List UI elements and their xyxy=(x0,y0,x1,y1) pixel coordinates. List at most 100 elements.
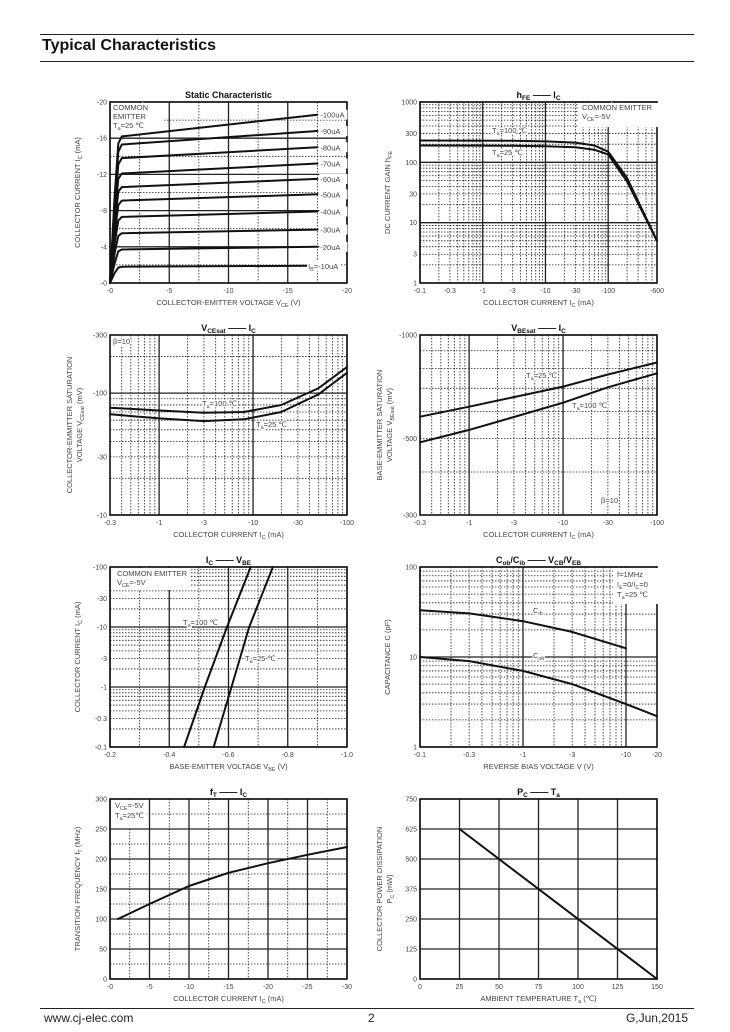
y-tick-label: 500 xyxy=(405,857,417,864)
curve-label-bg xyxy=(319,158,348,169)
y-axis-label: COLLECTOR CURRENT IC (mA) xyxy=(73,601,84,712)
x-tick-label: -0 xyxy=(107,288,113,295)
x-tick-label: -20 xyxy=(263,984,273,991)
x-tick-label: -5 xyxy=(166,288,172,295)
chart-title: IC —— VBE xyxy=(206,555,252,567)
subscript: CEsat xyxy=(80,406,86,421)
subscript: a xyxy=(120,816,123,822)
series-curve xyxy=(109,371,348,423)
text-segment: -60uA xyxy=(320,175,340,184)
x-tick-label: -1.0 xyxy=(341,752,353,759)
header-rule-top xyxy=(40,34,694,35)
legend-box xyxy=(111,568,191,590)
y-tick-label: -20 xyxy=(97,100,107,107)
series-curve xyxy=(109,245,319,284)
x-tick-label: -1 xyxy=(156,520,162,527)
subscript: CE xyxy=(120,806,128,812)
footer-revision: G,Jun,2015 xyxy=(625,1011,688,1025)
y-tick-label: -4 xyxy=(101,244,107,251)
subscript: a xyxy=(261,425,264,431)
text-segment: COLLECTOR POWER DISSIPATION xyxy=(375,827,384,952)
subscript: a xyxy=(497,153,500,159)
chart-annotation: EMITTER xyxy=(113,112,146,121)
text-segment: COLLECTOR-EMITTER VOLTAGE V xyxy=(156,298,281,307)
subscript: C xyxy=(262,535,266,541)
y-tick-label: 300 xyxy=(95,797,107,804)
curve-label: -70uA xyxy=(320,160,340,169)
y-tick-label: 200 xyxy=(95,857,107,864)
y-tick-label: 50 xyxy=(99,947,107,954)
text-segment: BASE-EMITTER VOLTAGE V xyxy=(169,762,268,771)
y-tick-label: -8 xyxy=(101,208,107,215)
y-tick-label: 1000 xyxy=(401,100,417,107)
text-segment: AMBIENT TEMPERATURE T xyxy=(480,994,578,1003)
x-tick-label: -30 xyxy=(570,288,580,295)
curve-label: IB=-10uA xyxy=(308,262,338,273)
subscript: FE xyxy=(388,151,394,158)
x-tick-label: -15 xyxy=(283,288,293,295)
chart-annotation: β=10 xyxy=(601,496,618,505)
chart-title: PC —— Ta xyxy=(517,787,560,799)
text-segment: T xyxy=(526,371,531,380)
y-axis-label: BASE-EMMITTER SATURATION xyxy=(375,370,384,481)
text-segment: =25 ℃ xyxy=(534,371,558,380)
subscript: BE xyxy=(268,767,276,773)
series-curve xyxy=(183,566,252,748)
plot-frame xyxy=(419,798,658,980)
subscript: a xyxy=(577,406,580,412)
chart-title: hFE —— IC xyxy=(517,90,561,102)
y-tick-label: 250 xyxy=(405,917,417,924)
x-tick-label: -1 xyxy=(466,520,472,527)
x-tick-label: -100 xyxy=(601,288,615,295)
y-tick-label: 0 xyxy=(103,977,107,984)
text-segment: COMMON EMITTER xyxy=(582,103,653,112)
grid xyxy=(419,334,658,516)
y-tick-label: 375 xyxy=(405,887,417,894)
text-segment: —— I xyxy=(217,787,243,797)
x-tick-label: -1 xyxy=(520,752,526,759)
y-tick-label: -1000 xyxy=(399,333,417,340)
chart-5: -0.2 -0.4 -0.6 -0.8 -1.0 -0.1 -0.3 -1 -3 -10 -30 -1… xyxy=(73,555,353,773)
text-segment: =25 ℃ xyxy=(121,121,145,130)
legend-box xyxy=(111,103,163,135)
footer-website[interactable]: www.cj-elec.com xyxy=(44,1011,134,1025)
y-axis-label: TRANSITION FREQUENCY fT (MHz) xyxy=(73,826,84,951)
text-segment: (mA) xyxy=(266,994,285,1003)
text-segment: T xyxy=(617,590,622,599)
chart-annotation: Ta=100 ℃ xyxy=(492,126,528,137)
text-segment: V xyxy=(115,801,120,810)
text-segment: V xyxy=(117,578,122,587)
x-tick-label: -5 xyxy=(146,984,152,991)
text-segment: -80uA xyxy=(320,143,340,152)
y-tick-label: -3 xyxy=(101,656,107,663)
subscript: C xyxy=(523,792,528,799)
x-tick-label: -0.4 xyxy=(163,752,175,759)
y-tick-label: 100 xyxy=(405,160,417,167)
chart-title: VBEsat —— IC xyxy=(511,323,566,335)
subscript: CE xyxy=(281,303,289,309)
grid xyxy=(109,566,348,748)
chart-annotation: VCE=-5V xyxy=(115,801,144,812)
x-tick-label: -0.3 xyxy=(104,520,116,527)
y-tick-label: 10 xyxy=(409,655,417,662)
subscript: ob xyxy=(538,656,544,662)
text-segment: (mA) xyxy=(266,530,285,539)
text-segment: =25℃ xyxy=(123,811,145,820)
curve-label-bg xyxy=(307,260,342,271)
y-tick-label: -500 xyxy=(403,436,417,443)
x-tick-label: 50 xyxy=(495,984,503,991)
x-tick-label: -0.3 xyxy=(444,288,456,295)
series-curve xyxy=(109,264,311,284)
text-segment: COLLECTOR CURRENT I xyxy=(483,530,572,539)
text-segment: REVERSE BIAS VOLTAGE V (V) xyxy=(483,762,594,771)
chart-annotation: Ta=25 ℃ xyxy=(617,590,648,601)
chart-annotation: Ta=100 ℃ xyxy=(183,618,219,629)
y-axis-label: COLLECTOR-EMMITTER SATURATION xyxy=(65,357,74,494)
y-tick-label: -30 xyxy=(97,454,107,461)
series-curve xyxy=(212,566,274,748)
x-axis-label: COLLECTOR-EMITTER VOLTAGE VCE (V) xyxy=(156,298,301,309)
x-axis-label: COLLECTOR CURRENT IC (mA) xyxy=(483,298,594,309)
